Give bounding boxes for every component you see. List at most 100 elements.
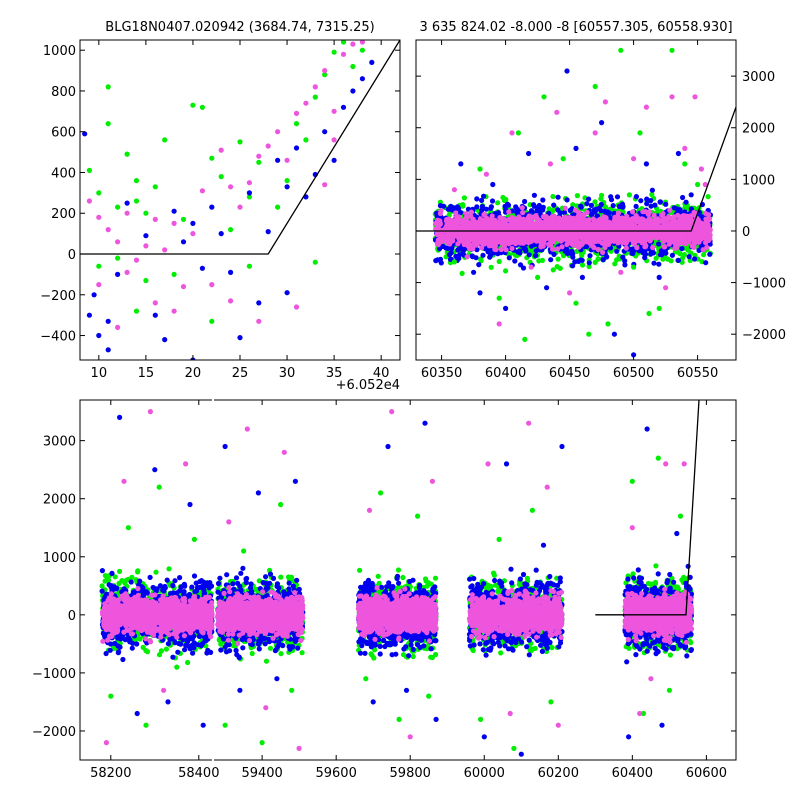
band-point [515,249,521,255]
data-point [171,271,177,277]
band-point [706,232,712,238]
band-point [535,236,542,243]
data-point [105,227,111,233]
band-point [598,196,604,202]
band-point [531,192,538,198]
data-point [312,84,318,90]
band-point [640,209,646,215]
data-point [451,187,457,193]
y-tick-label: 1000 [43,44,76,59]
band-point [602,219,609,225]
y-tick-label: 800 [51,85,76,100]
band-point [564,241,570,248]
band-point [653,220,659,226]
band-point [470,254,476,260]
data-point [82,131,88,137]
band-point [576,244,582,250]
band-point [677,227,683,234]
top-left-panel: BLG18N0407.020942 (3684.74, 7315.25) +6.… [40,20,401,393]
data-point [171,308,177,314]
band-point [591,245,597,251]
band-point [614,257,620,263]
band-point [657,199,663,205]
data-point [86,198,92,204]
band-point [474,204,480,210]
band-point [481,217,487,224]
x-tick-label: 60550 [677,366,718,381]
band-point [522,232,529,238]
data-point [312,94,318,100]
data-point [275,129,281,135]
data-point [115,271,121,277]
band-point [663,201,669,207]
data-point [228,227,234,233]
band-point [702,234,708,240]
band-point [585,221,591,227]
data-point [643,161,650,167]
model-line [416,106,736,232]
band-point [481,193,487,199]
band-point [612,261,618,267]
data-point [96,282,102,288]
band-point [483,206,489,212]
band-point [448,203,454,209]
band-point [482,225,489,232]
data-point [105,84,111,90]
y-tick-label: −400 [40,330,76,345]
band-point [549,235,556,241]
band-point [513,204,519,210]
top-left-title: BLG18N0407.020942 (3684.74, 7315.25) [105,20,374,35]
band-point [550,193,556,200]
band-point [578,204,584,210]
band-point [550,267,556,273]
band-point [690,212,696,218]
band-point [660,249,666,255]
band-point [633,194,640,200]
band-point [480,252,486,258]
data-point [256,153,262,159]
data-point [560,156,566,162]
data-point [496,295,502,301]
data-point [526,150,532,157]
band-point [444,227,451,234]
band-point [503,247,509,253]
band-point [526,252,532,258]
x-tick-label: 15 [138,366,155,381]
band-point [543,232,550,239]
data-point [599,120,605,126]
band-point [568,250,574,256]
band-point [478,256,484,262]
data-point [340,40,347,45]
band-point [489,213,495,219]
data-point [293,121,300,127]
data-point [237,204,243,210]
data-point [152,216,158,222]
x-tick-label: 35 [326,366,343,381]
band-point [600,257,606,263]
bottom-panel: 58200 58400 59400 59600 59800 60000 60200 60400… [32,398,737,781]
data-point [515,130,522,136]
band-point [702,220,708,226]
data-point [199,104,205,110]
band-point [540,243,546,249]
data-point [564,68,570,74]
data-point [541,94,547,100]
band-point [595,246,601,253]
band-point [623,245,629,251]
band-point [522,198,528,205]
band-point [614,194,621,200]
band-point [575,218,581,224]
band-point [470,216,476,223]
band-point [629,237,636,243]
band-point [539,257,546,263]
data-point [331,157,337,163]
band-point [656,261,662,267]
band-point [600,249,606,255]
band-point [588,202,595,208]
band-point [702,239,709,246]
band-point [703,260,709,266]
band-point [456,219,463,225]
band-point [99,583,105,589]
band-point [453,253,459,259]
